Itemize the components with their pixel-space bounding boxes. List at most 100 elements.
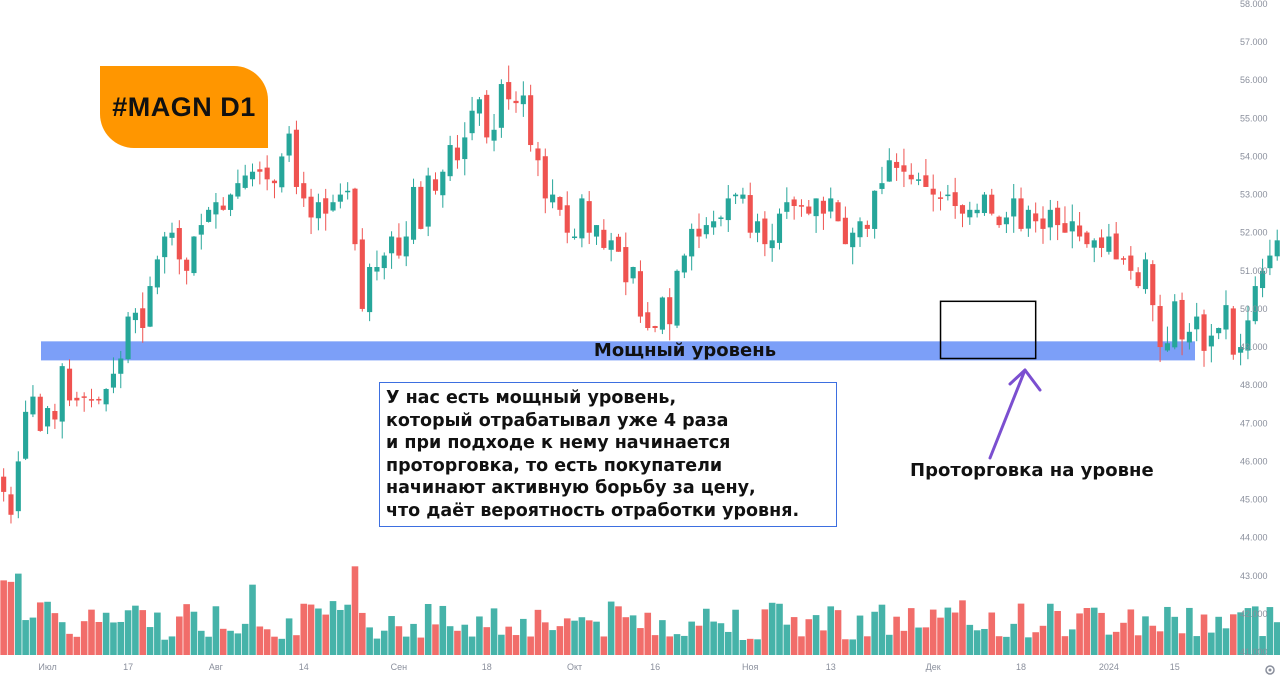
volume-bar (395, 626, 403, 655)
candle-body (74, 397, 80, 401)
candle-body (389, 236, 395, 254)
volume-bar (439, 605, 447, 655)
volume-bar (117, 621, 125, 655)
volume-bar (783, 624, 791, 655)
candle-body (447, 145, 453, 177)
volume-bar (973, 630, 981, 655)
note-line: что даёт вероятность отработки уровня. (386, 500, 800, 521)
volume-bar (827, 606, 835, 655)
volume-bar (424, 603, 432, 655)
candle-body (337, 194, 343, 202)
volume-bar (768, 602, 776, 655)
volume-bar (176, 616, 183, 655)
candle-body (1186, 331, 1192, 343)
volume-bar (51, 613, 59, 655)
candle-body (776, 213, 783, 243)
arrow-shaft (988, 368, 1027, 460)
candle-body (1084, 232, 1090, 245)
volume-bar (1090, 607, 1098, 655)
volume-bar (132, 605, 139, 655)
volume-bar (644, 612, 652, 655)
candle-body (154, 259, 160, 288)
candle-body (557, 197, 563, 210)
volume-bar (951, 612, 959, 655)
volume-bar (1208, 632, 1215, 655)
volume-bar (271, 636, 278, 655)
volume-bar (1244, 608, 1252, 655)
candle-body (820, 200, 826, 214)
consolidation-box (939, 300, 1037, 360)
volume-bar (556, 626, 564, 655)
y-tick-label: 45.000 (1240, 495, 1268, 505)
volume-bar (7, 581, 15, 655)
volume-bar (58, 622, 66, 655)
arrow-head (1008, 368, 1042, 392)
candle-body (879, 183, 885, 189)
candle-body (323, 198, 329, 214)
volume-bar (937, 617, 944, 655)
volume-bar (1149, 625, 1157, 655)
note-line: проторговка, то есть покупатели (386, 455, 723, 476)
candle-body (220, 205, 226, 210)
volume-bar (1142, 616, 1149, 655)
volume-bar (359, 612, 366, 655)
y-tick-label: 46.000 (1240, 456, 1268, 466)
x-tick-label: 2024 (1099, 662, 1119, 672)
candle-body (30, 396, 36, 415)
volume-bar (468, 636, 476, 655)
volume-bar (944, 607, 952, 655)
volume-bar (373, 638, 381, 655)
candle-body (191, 236, 197, 274)
candle-body (652, 326, 658, 328)
candle-body (506, 82, 512, 100)
volume-bar (1164, 606, 1171, 655)
volume-bar (197, 630, 205, 655)
candle-body (1267, 255, 1273, 269)
candle-body (1055, 207, 1061, 226)
volume-bar (263, 629, 271, 655)
volume-bar (256, 626, 264, 655)
candle-body (469, 110, 475, 134)
candle-body (916, 179, 922, 181)
gear-icon[interactable] (1264, 664, 1276, 676)
x-tick-label: Окт (567, 662, 582, 672)
candle-body (828, 198, 834, 212)
y-tick-label: 47.000 (1240, 418, 1268, 428)
candle-body (762, 218, 768, 245)
candle-body (1157, 306, 1163, 348)
candle-body (147, 286, 153, 327)
volume-bar (1068, 629, 1076, 655)
volume-bar (681, 635, 688, 655)
candle-body (176, 228, 182, 260)
volume-bar (249, 584, 256, 655)
candle-body (572, 236, 578, 239)
candle-body (1208, 335, 1214, 347)
x-tick-label: Июл (38, 662, 56, 672)
volume-bar (922, 627, 930, 655)
candle-body (271, 180, 278, 184)
volume-bar (446, 626, 454, 655)
candle-body (835, 202, 841, 222)
volume-bar (1047, 603, 1054, 655)
volume-bar (307, 604, 315, 655)
volume-bar (110, 622, 117, 655)
candle-body (491, 129, 497, 141)
volume-bar (1061, 636, 1069, 655)
candle-body (381, 255, 387, 269)
candle-body (352, 188, 358, 245)
y-tick-label: 57.000 (1240, 37, 1268, 47)
y-tick-label: 53.000 (1240, 190, 1268, 200)
candle-body (169, 232, 175, 238)
volume-bar (607, 601, 615, 655)
volume-bar (293, 635, 300, 655)
volume-bar (812, 615, 820, 655)
volume-bar (622, 617, 630, 655)
note-line: начинают активную борьбу за цену, (386, 478, 756, 498)
candle-body (718, 217, 724, 219)
candle-body (1018, 198, 1024, 229)
note-line: и при подходе к нему начинается (386, 433, 731, 453)
candle-body (659, 297, 665, 330)
volume-bar (278, 638, 286, 655)
volume-bar (15, 573, 22, 655)
